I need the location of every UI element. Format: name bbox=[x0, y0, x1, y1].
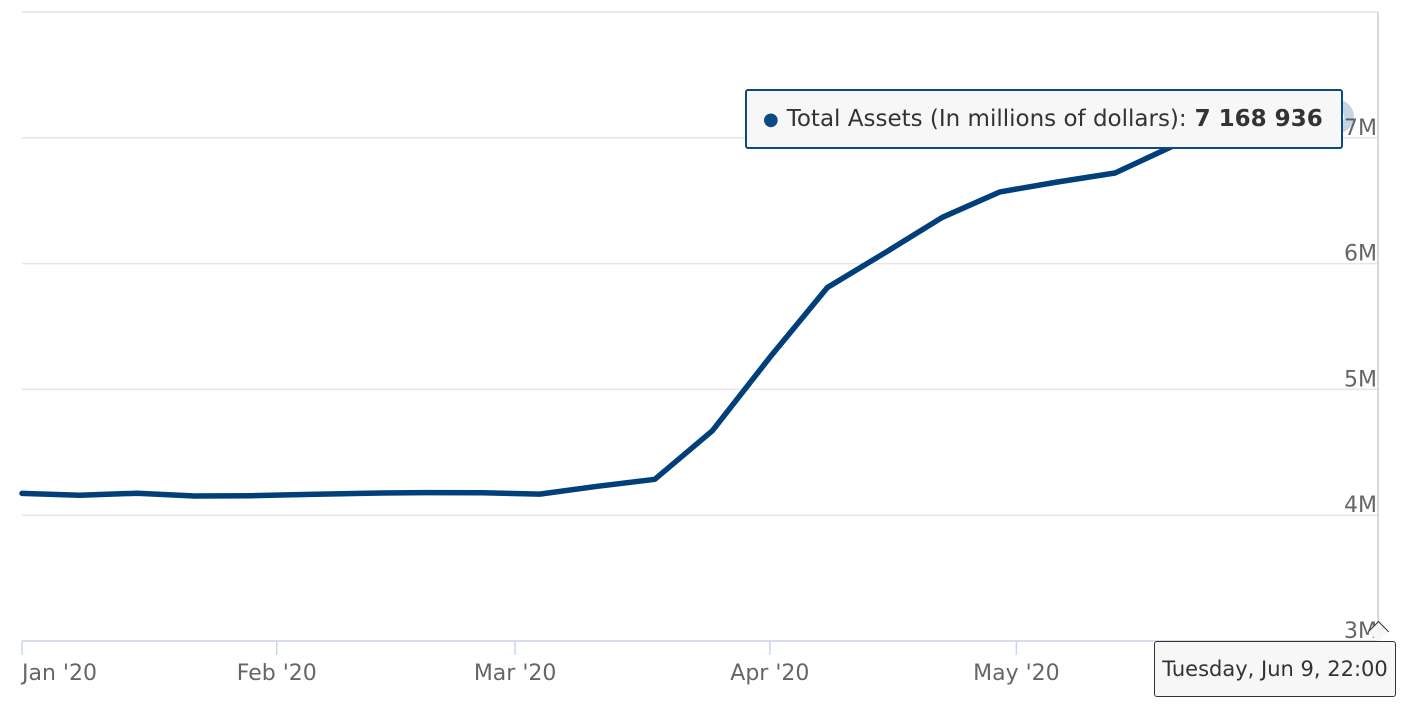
series-group bbox=[19, 99, 1354, 499]
x-tick-label: Apr '20 bbox=[730, 661, 809, 686]
tooltip: ● Total Assets (In millions of dollars):… bbox=[745, 89, 1343, 149]
x-tick-label: Mar '20 bbox=[474, 661, 557, 686]
x-tick-label: May '20 bbox=[973, 661, 1060, 686]
tooltip-value: 7 168 936 bbox=[1194, 106, 1323, 132]
y-tick-label: 5M bbox=[1344, 367, 1377, 392]
tooltip-series-name: Total Assets (In millions of dollars): bbox=[786, 106, 1187, 132]
y-tick-label: 4M bbox=[1344, 493, 1377, 518]
x-axis-labels: Jan '20 Feb '20 Mar '20 Apr '20 May '20 bbox=[20, 661, 1060, 686]
crosshair-date-label: Tuesday, Jun 9, 22:00 bbox=[1154, 641, 1396, 697]
y-tick-label: 6M bbox=[1344, 242, 1377, 267]
series-marker-icon: ● bbox=[763, 108, 779, 130]
x-axis-ticks bbox=[21, 641, 1018, 655]
series-line bbox=[19, 113, 1340, 499]
x-tick-label: Feb '20 bbox=[237, 661, 317, 686]
y-tick-label: 7M bbox=[1344, 116, 1377, 141]
x-tick-label: Jan '20 bbox=[20, 661, 97, 686]
